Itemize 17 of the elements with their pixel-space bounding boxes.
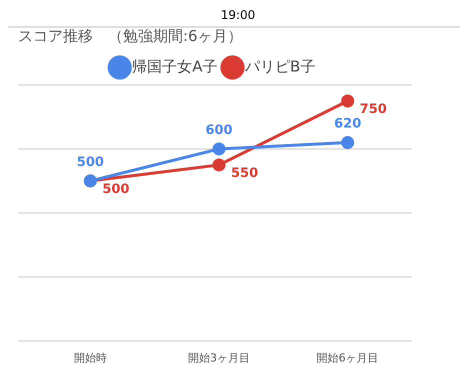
text: 19:00 [8, 8, 460, 28]
point [341, 94, 354, 108]
data-label: 500 [76, 154, 104, 170]
data-label: 500 [102, 182, 130, 197]
data-label: 550 [231, 166, 258, 181]
x-tick-label: 開始6ヶ月目 [316, 351, 379, 364]
data-label: 750 [360, 102, 387, 117]
chart-title: スコア推移 （勉強期間:6ヶ月） [18, 26, 243, 45]
legend-label: 帰国子女A子 [132, 57, 218, 76]
x-tick-label: 開始時 [74, 351, 107, 364]
legend-label: パリピB子 [244, 57, 316, 76]
data-label: 600 [205, 122, 233, 138]
point [212, 142, 226, 156]
point [341, 136, 354, 150]
data-label: 620 [334, 116, 362, 132]
x-tick-label: 開始3ヶ月目 [188, 351, 250, 364]
point [212, 158, 226, 172]
